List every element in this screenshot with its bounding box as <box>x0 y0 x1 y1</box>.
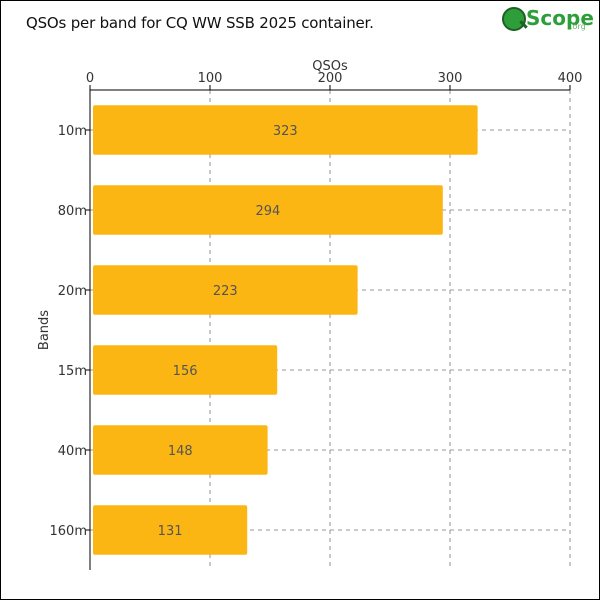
bar-value-label: 148 <box>168 444 193 459</box>
logo-text: Scope <box>526 6 594 30</box>
x-tick-label: 0 <box>86 71 94 86</box>
y-tick-label: 80m <box>58 204 87 219</box>
x-tick-label: 100 <box>198 71 223 86</box>
bar-value-label: 156 <box>173 364 198 379</box>
chart-title: QSOs per band for CQ WW SSB 2025 contain… <box>26 14 374 32</box>
y-tick-label: 160m <box>50 524 87 539</box>
y-tick-label: 20m <box>58 284 87 299</box>
bar-80m <box>93 185 443 235</box>
bar-20m <box>93 265 358 315</box>
x-tick-label: 300 <box>438 71 463 86</box>
x-axis-label: QSOs <box>312 59 348 74</box>
bar-value-label: 223 <box>213 284 238 299</box>
logo-tld: .org <box>570 22 586 31</box>
bar-value-label: 323 <box>273 124 298 139</box>
bar-40m <box>93 425 268 475</box>
bar-value-label: 131 <box>158 524 183 539</box>
bar-10m <box>93 105 478 155</box>
bar-value-label: 294 <box>255 204 280 219</box>
qscope-logo[interactable]: Scope .org <box>500 4 594 36</box>
y-tick-label: 10m <box>58 124 87 139</box>
bar-160m <box>93 505 248 555</box>
bar-15m <box>93 345 278 395</box>
x-tick-label: 400 <box>558 71 583 86</box>
y-axis-label: Bands <box>37 310 52 350</box>
y-tick-label: 40m <box>58 444 87 459</box>
x-tick-label: 200 <box>318 71 343 86</box>
magnifier-icon <box>502 7 526 31</box>
y-tick-label: 15m <box>58 364 87 379</box>
